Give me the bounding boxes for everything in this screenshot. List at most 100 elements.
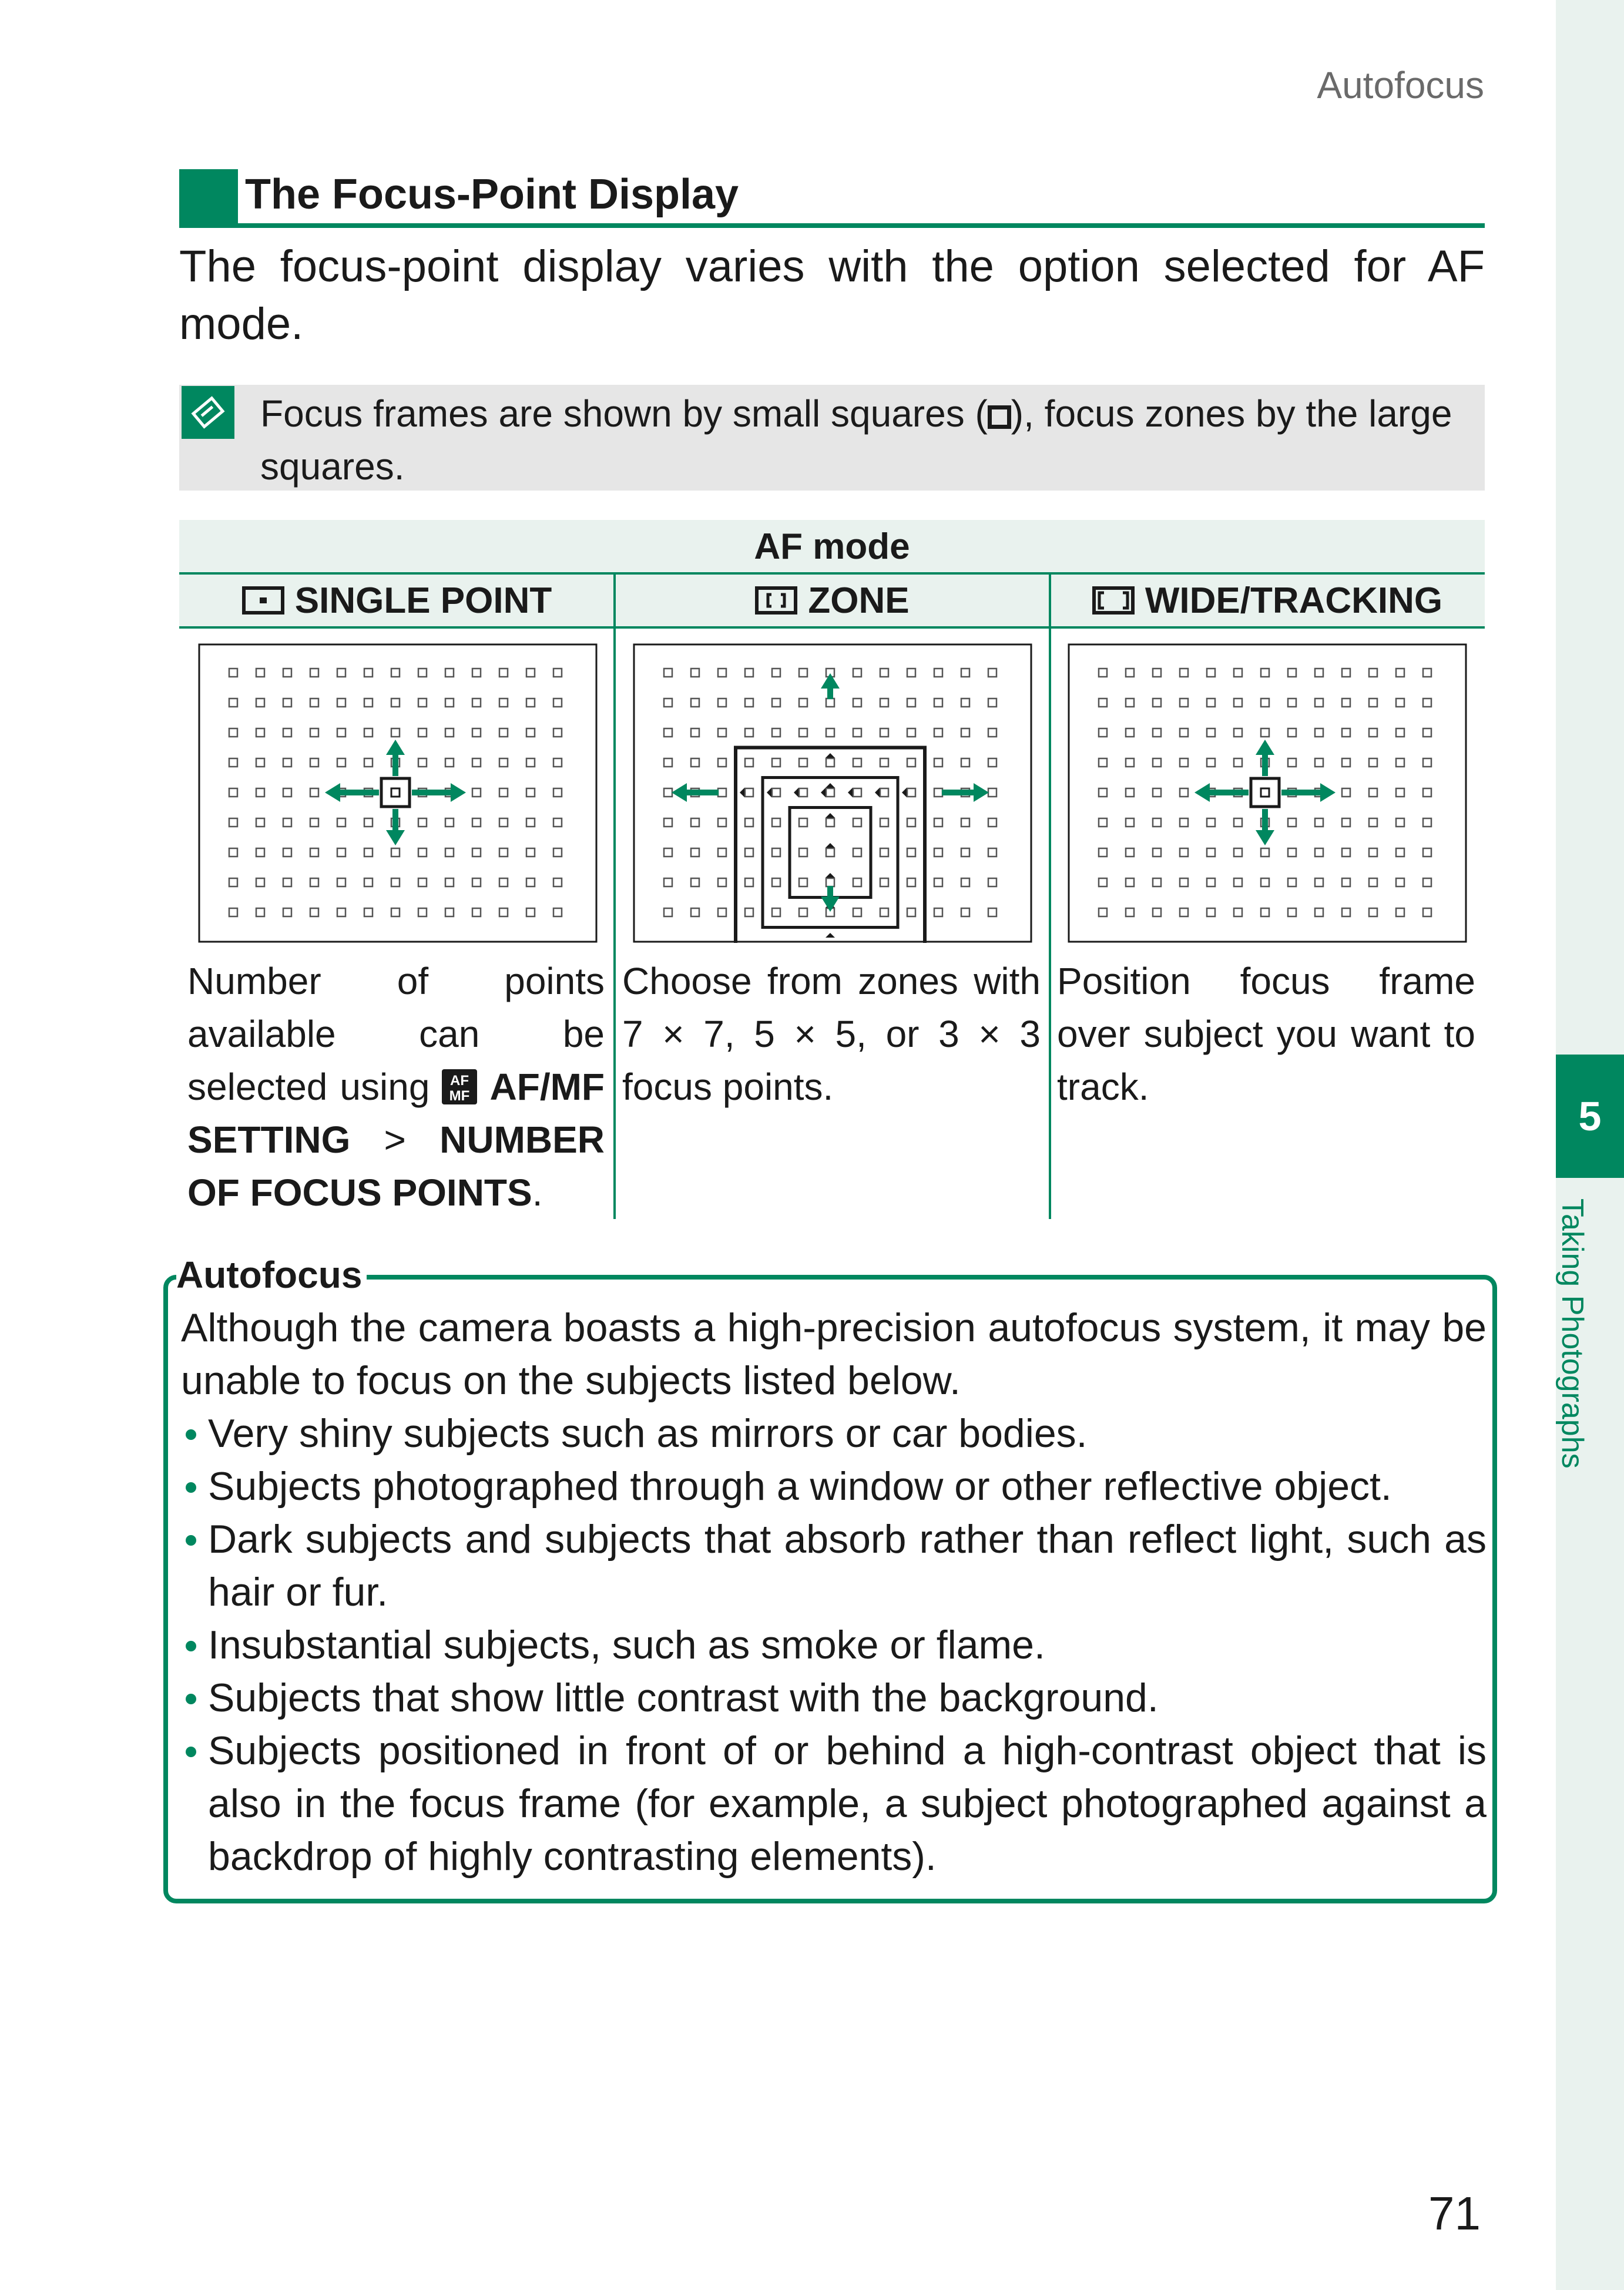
focus-point: [1179, 907, 1189, 918]
focus-point: [1287, 727, 1297, 738]
focus-point: [336, 727, 347, 738]
focus-point: [1287, 907, 1297, 918]
focus-zone: [734, 746, 927, 943]
list-item: Subjects positioned in front of or behin…: [181, 1724, 1487, 1883]
focus-point: [309, 907, 320, 918]
focus-point: [1152, 787, 1162, 798]
focus-point: [663, 877, 673, 888]
focus-point: [1260, 907, 1270, 918]
focus-point: [1395, 877, 1405, 888]
focus-point: [1368, 727, 1378, 738]
focus-point: [663, 697, 673, 708]
focus-point: [960, 877, 971, 888]
focus-point: [1125, 787, 1135, 798]
focus-point: [690, 907, 700, 918]
focus-point: [1152, 817, 1162, 828]
focus-point: [471, 697, 482, 708]
focus-point: [390, 667, 401, 678]
focus-point: [1341, 757, 1351, 768]
focus-point: [336, 667, 347, 678]
column-header-zone: ZONE: [615, 575, 1050, 626]
focus-point: [1233, 727, 1243, 738]
focus-point: [282, 877, 293, 888]
focus-point: [987, 667, 998, 678]
focus-point: [444, 877, 455, 888]
focus-point: [1314, 757, 1324, 768]
focus-point: [879, 877, 890, 888]
focus-point: [906, 817, 917, 828]
focus-point: [798, 667, 808, 678]
focus-point: [1152, 757, 1162, 768]
focus-point: [417, 877, 428, 888]
single-point-description: Number of points available can be select…: [187, 960, 605, 1214]
focus-point: [417, 757, 428, 768]
focus-point: [1206, 817, 1216, 828]
focus-point: [444, 697, 455, 708]
focus-point: [933, 907, 944, 918]
focus-point: [552, 907, 563, 918]
focus-point: [282, 727, 293, 738]
focus-point: [471, 757, 482, 768]
focus-point: [363, 877, 374, 888]
focus-point: [255, 697, 266, 708]
list-item: Subjects that show little contrast with …: [181, 1671, 1487, 1724]
focus-point: [1422, 817, 1432, 828]
focus-point: [498, 667, 509, 678]
focus-point: [933, 877, 944, 888]
focus-point: [690, 697, 700, 708]
focus-frame-point: [390, 787, 401, 798]
focus-point: [690, 667, 700, 678]
focus-point: [1233, 847, 1243, 858]
focus-point: [987, 877, 998, 888]
note-icon: [182, 386, 234, 439]
focus-point: [390, 727, 401, 738]
focus-point: [1233, 667, 1243, 678]
focus-point: [1260, 877, 1270, 888]
focus-point: [336, 907, 347, 918]
focus-point: [852, 757, 863, 768]
focus-point: [663, 727, 673, 738]
focus-point: [906, 757, 917, 768]
focus-point: [1179, 787, 1189, 798]
focus-point: [1125, 727, 1135, 738]
focus-point: [255, 817, 266, 828]
focus-point: [1179, 757, 1189, 768]
focus-point: [309, 697, 320, 708]
focus-point: [309, 877, 320, 888]
focus-point: [906, 727, 917, 738]
focus-point: [960, 697, 971, 708]
focus-frame: [1249, 777, 1281, 808]
focus-point: [1422, 667, 1432, 678]
focus-point: [1179, 697, 1189, 708]
focus-point: [1395, 697, 1405, 708]
zone-marker: [821, 788, 826, 797]
focus-point: [390, 697, 401, 708]
focus-frame: [380, 777, 411, 808]
focus-point: [1125, 817, 1135, 828]
chapter-tab[interactable]: 5: [1556, 1055, 1624, 1178]
focus-point: [663, 907, 673, 918]
focus-point: [1152, 907, 1162, 918]
focus-point: [1287, 877, 1297, 888]
focus-point: [1206, 697, 1216, 708]
focus-point: [1179, 877, 1189, 888]
focus-point: [552, 697, 563, 708]
focus-point: [825, 787, 836, 798]
focus-point: [1287, 847, 1297, 858]
focus-point: [852, 787, 863, 798]
focus-point: [1422, 757, 1432, 768]
zone-marker: [826, 843, 835, 848]
focus-point: [444, 817, 455, 828]
focus-point: [552, 817, 563, 828]
heading-rule: [179, 223, 1485, 228]
focus-point: [690, 757, 700, 768]
focus-point: [717, 727, 727, 738]
focus-point: [1206, 847, 1216, 858]
focus-point: [1395, 727, 1405, 738]
focus-point: [717, 667, 727, 678]
focus-point: [1395, 907, 1405, 918]
focus-point: [525, 787, 536, 798]
focus-point: [879, 667, 890, 678]
focus-point: [744, 667, 754, 678]
focus-point: [1341, 817, 1351, 828]
